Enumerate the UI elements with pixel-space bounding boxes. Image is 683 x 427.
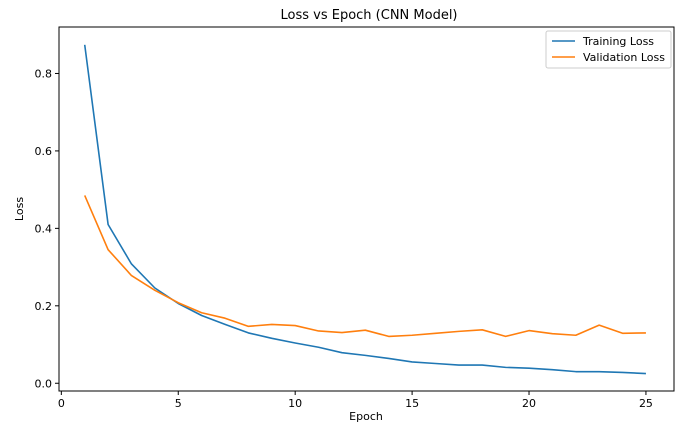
y-tick-label: 0.2: [35, 300, 53, 313]
x-tick-label: 10: [288, 397, 302, 410]
y-tick-label: 0.6: [35, 145, 53, 158]
x-tick-label: 20: [522, 397, 536, 410]
legend-box: [545, 30, 672, 69]
y-tick-label: 0.4: [35, 222, 53, 235]
chart-title: Loss vs Epoch (CNN Model): [280, 8, 457, 23]
x-axis-label: Epoch: [349, 410, 383, 423]
legend-label-validation-loss: Validation Loss: [583, 51, 665, 64]
legend: Training Loss Validation Loss: [545, 30, 672, 69]
x-tick-label: 15: [405, 397, 419, 410]
x-axis: 0 5 10 15 20 25: [58, 391, 653, 410]
series-line-validation-loss: [83, 195, 646, 338]
y-axis-label: Loss: [13, 197, 26, 221]
x-tick-label: 25: [639, 397, 653, 410]
y-tick-label: 0.8: [35, 67, 53, 80]
plot-area: [83, 44, 646, 375]
x-tick-label: 5: [175, 397, 182, 410]
x-tick-label: 0: [58, 397, 65, 410]
series-line-training-loss: [83, 44, 646, 375]
y-tick-label: 0.0: [35, 377, 53, 390]
plot-frame: [58, 26, 675, 392]
legend-label-training-loss: Training Loss: [582, 35, 654, 48]
y-axis: 0.0 0.2 0.4 0.6 0.8: [35, 67, 59, 390]
